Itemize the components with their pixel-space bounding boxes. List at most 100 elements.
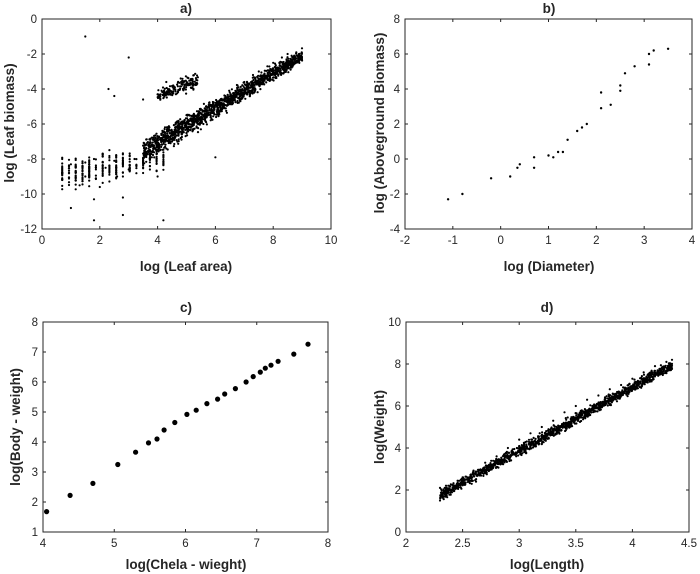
data-point — [553, 427, 556, 430]
data-point — [527, 438, 531, 441]
x-tick-label: 2.5 — [455, 538, 471, 550]
data-point — [496, 461, 500, 464]
data-point — [597, 394, 600, 397]
data-point — [583, 414, 586, 417]
data-point — [243, 83, 246, 86]
data-point — [505, 454, 509, 457]
data-point — [538, 432, 541, 435]
data-point — [653, 365, 657, 368]
data-point — [185, 86, 188, 89]
data-point — [162, 219, 165, 222]
data-point — [532, 166, 536, 169]
data-point — [121, 171, 124, 174]
data-point — [575, 414, 578, 417]
data-point — [115, 154, 118, 157]
data-point — [272, 76, 275, 79]
data-point — [291, 351, 297, 357]
data-point — [164, 143, 167, 146]
data-point — [646, 376, 649, 379]
data-point — [133, 449, 139, 455]
data-point — [547, 154, 550, 157]
panel-b-points — [446, 47, 670, 201]
data-point — [121, 156, 124, 159]
data-point — [88, 159, 91, 162]
data-point — [226, 97, 229, 100]
data-point — [245, 81, 249, 84]
data-point — [484, 461, 487, 464]
data-point — [297, 58, 300, 61]
data-point — [562, 421, 565, 424]
data-point — [442, 492, 445, 495]
data-point — [174, 123, 177, 126]
data-point — [155, 159, 158, 162]
data-point — [645, 378, 648, 381]
data-point — [244, 97, 247, 100]
data-point — [621, 389, 624, 392]
x-tick-label: 4 — [629, 538, 636, 550]
data-point — [633, 65, 636, 68]
data-point — [484, 464, 487, 467]
data-point — [163, 126, 167, 129]
data-point — [580, 416, 584, 419]
data-point — [668, 367, 671, 370]
data-point — [522, 441, 526, 444]
data-point — [217, 102, 220, 105]
data-point — [509, 175, 512, 178]
x-tick-label: 8 — [270, 235, 276, 247]
data-point — [133, 157, 136, 161]
data-point — [461, 476, 464, 479]
data-point — [589, 410, 592, 413]
data-point — [252, 81, 255, 84]
data-point — [231, 103, 234, 106]
data-point — [584, 417, 587, 420]
data-point — [183, 86, 186, 89]
data-point — [127, 168, 130, 171]
data-point — [282, 69, 286, 72]
data-point — [174, 136, 177, 139]
data-point — [606, 404, 609, 407]
data-point — [192, 83, 195, 86]
data-point — [171, 94, 174, 97]
data-point — [135, 158, 138, 161]
data-point — [67, 183, 71, 187]
data-point — [258, 78, 261, 81]
data-point — [228, 100, 231, 104]
y-tick-label: 6 — [32, 377, 38, 389]
data-point — [241, 91, 244, 94]
data-point — [459, 481, 462, 484]
data-point — [466, 480, 470, 484]
data-point — [555, 429, 559, 432]
data-point — [269, 76, 272, 79]
data-point — [160, 140, 163, 143]
data-point — [545, 430, 548, 433]
data-point — [529, 432, 532, 435]
data-point — [197, 114, 200, 117]
data-point — [236, 99, 239, 103]
data-point — [164, 145, 167, 148]
data-point — [537, 438, 540, 441]
y-tick-label: 8 — [394, 14, 400, 26]
data-point — [272, 61, 275, 64]
data-point — [670, 365, 673, 368]
data-point — [116, 175, 119, 178]
data-point — [181, 81, 184, 84]
data-point — [151, 141, 154, 144]
data-point — [574, 412, 577, 415]
data-point — [192, 112, 195, 115]
data-point — [74, 171, 77, 174]
data-point — [635, 387, 638, 390]
data-point — [84, 35, 87, 38]
data-point — [284, 62, 287, 66]
data-point — [579, 414, 582, 417]
data-point — [207, 105, 210, 108]
data-point — [272, 79, 275, 82]
data-point — [518, 438, 521, 441]
data-point — [442, 498, 445, 501]
data-point — [190, 79, 193, 82]
data-point — [142, 154, 145, 157]
data-point — [101, 174, 104, 177]
data-point — [189, 129, 192, 132]
data-point — [258, 80, 261, 83]
data-point — [154, 436, 160, 442]
data-point — [279, 70, 282, 73]
